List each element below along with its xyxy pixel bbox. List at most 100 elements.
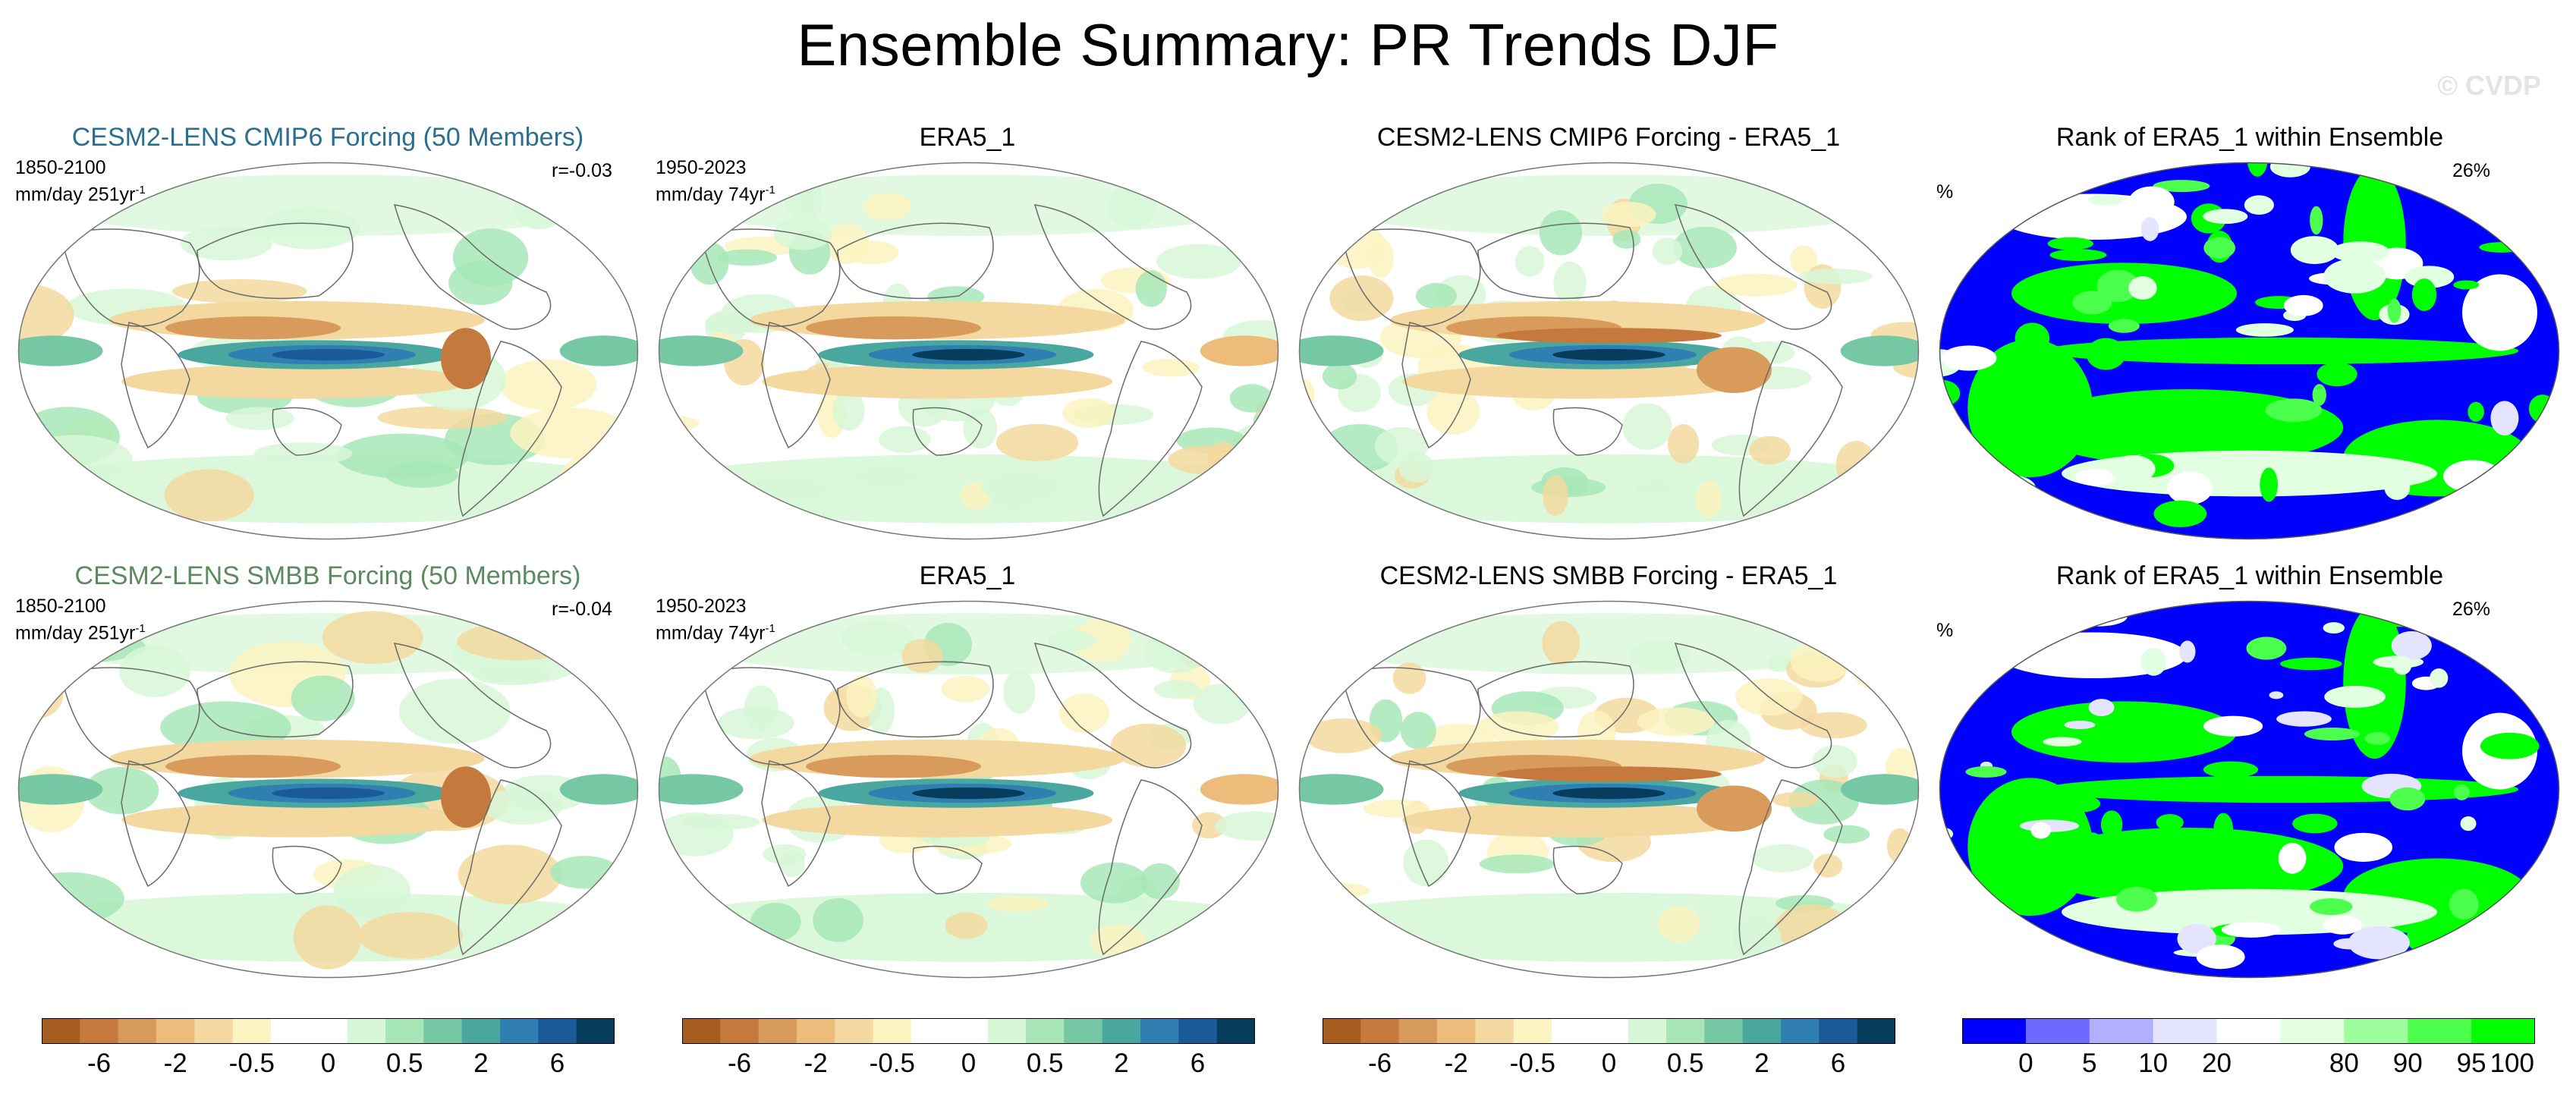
field-region [2276, 711, 2332, 727]
colorbar-swatch [682, 1018, 721, 1044]
field-region [2088, 699, 2115, 717]
field-region [2501, 929, 2530, 963]
colorbar-swatch [873, 1018, 912, 1044]
percent-value-label: 26% [2452, 599, 2491, 620]
coastline [1098, 779, 1203, 956]
field-region [377, 406, 508, 429]
panel-title-cmip6: CESM2-LENS CMIP6 Forcing (50 Members) [71, 123, 584, 152]
field-region [912, 787, 1025, 800]
colorbar-swatch [1475, 1018, 1514, 1044]
coastline [458, 779, 562, 956]
field-region [1496, 328, 1722, 344]
coastline [1738, 779, 1843, 956]
colorbar-tick-label: -6 [1367, 1048, 1392, 1078]
field-region [1229, 384, 1274, 413]
field-region [2072, 291, 2112, 315]
colorbar-swatch [1064, 1018, 1103, 1044]
colorbar-swatch [720, 1018, 760, 1044]
field-region [784, 181, 817, 217]
field-region [1207, 442, 1238, 473]
field-region [2292, 813, 2338, 834]
field-region [1840, 774, 1919, 805]
field-region [1667, 424, 1700, 464]
field-region [846, 674, 877, 718]
field-region [2283, 294, 2323, 316]
colorbar-swatch [835, 1018, 874, 1044]
colorbar-swatch [2471, 1018, 2535, 1044]
field-region [1142, 358, 1200, 377]
field-region [1327, 174, 1891, 236]
field-region [1939, 418, 1956, 427]
panel-title-smbb: CESM2-LENS SMBB Forcing (50 Members) [74, 561, 581, 590]
field-region [1514, 246, 1545, 277]
field-region [1542, 621, 1581, 665]
field-region [1697, 785, 1772, 832]
field-region [2043, 737, 2082, 747]
field-region [1715, 273, 1798, 297]
field-region [1950, 213, 1970, 229]
field-region [2064, 720, 2096, 730]
colorbar-swatch [42, 1018, 80, 1044]
colorbar-tick-label: 95 [2456, 1048, 2486, 1078]
colorbar-swatch [500, 1018, 539, 1044]
field-region [2467, 401, 2484, 422]
trend-map-cmip6 [17, 162, 639, 540]
field-region [1193, 684, 1250, 725]
field-region [293, 905, 362, 970]
field-region [2088, 194, 2125, 206]
coastline [837, 661, 994, 738]
period-label: 1850-2100 [15, 596, 106, 617]
field-region [2304, 727, 2361, 741]
field-region [762, 364, 1113, 399]
coastline [1401, 322, 1471, 449]
field-region [1415, 283, 1457, 310]
field-region [2480, 732, 2540, 759]
colorbar-tick-label: 0.5 [1666, 1048, 1704, 1078]
field-region [2343, 605, 2406, 759]
colorbar-swatch [1819, 1018, 1858, 1044]
colorbar-swatch [1552, 1018, 1590, 1044]
field-region [2177, 923, 2216, 954]
colorbar-swatch [2344, 1018, 2408, 1044]
field-region [2474, 651, 2521, 667]
field-region [1553, 261, 1587, 305]
field-region [659, 774, 744, 805]
field-region [2324, 685, 2386, 709]
field-region [1799, 712, 1867, 739]
colorbar-frame [682, 1018, 1255, 1044]
field-region [2110, 454, 2156, 483]
field-region [2401, 960, 2420, 978]
coastline [1738, 341, 1843, 517]
field-region [2070, 162, 2113, 166]
colorbar-tick-label: -0.5 [228, 1048, 275, 1078]
rank-map-cmip6 [1939, 162, 2560, 540]
field-region [272, 787, 385, 800]
units-label: mm/day 74yr-1 [656, 184, 775, 206]
field-region [457, 622, 578, 661]
field-region [2348, 926, 2410, 960]
field-region [2518, 162, 2559, 187]
field-region [2323, 258, 2386, 294]
field-region [1886, 828, 1913, 864]
field-region [2035, 162, 2056, 181]
units-label: mm/day 251yr-1 [15, 184, 146, 206]
colorbar-swatch [797, 1018, 835, 1044]
field-region [1628, 640, 1691, 671]
period-label: 1950-2023 [656, 157, 747, 178]
field-region [1200, 774, 1279, 805]
field-region [2015, 322, 2050, 354]
colorbar-swatch [1360, 1018, 1400, 1044]
field-region [1732, 915, 1781, 960]
field-region [2156, 813, 2184, 832]
field-region [1749, 435, 1791, 465]
panel-title-rank: Rank of ERA5_1 within Ensemble [2055, 561, 2444, 590]
field-region [1823, 825, 1870, 844]
coastline [1674, 643, 1832, 769]
colorbar-swatch [1628, 1018, 1667, 1044]
field-region [2453, 280, 2480, 290]
field-region [659, 626, 710, 652]
field-region [685, 910, 734, 935]
field-region [2082, 531, 2134, 539]
colorbar-swatch [1026, 1018, 1065, 1044]
colorbar-swatch [911, 1018, 950, 1044]
